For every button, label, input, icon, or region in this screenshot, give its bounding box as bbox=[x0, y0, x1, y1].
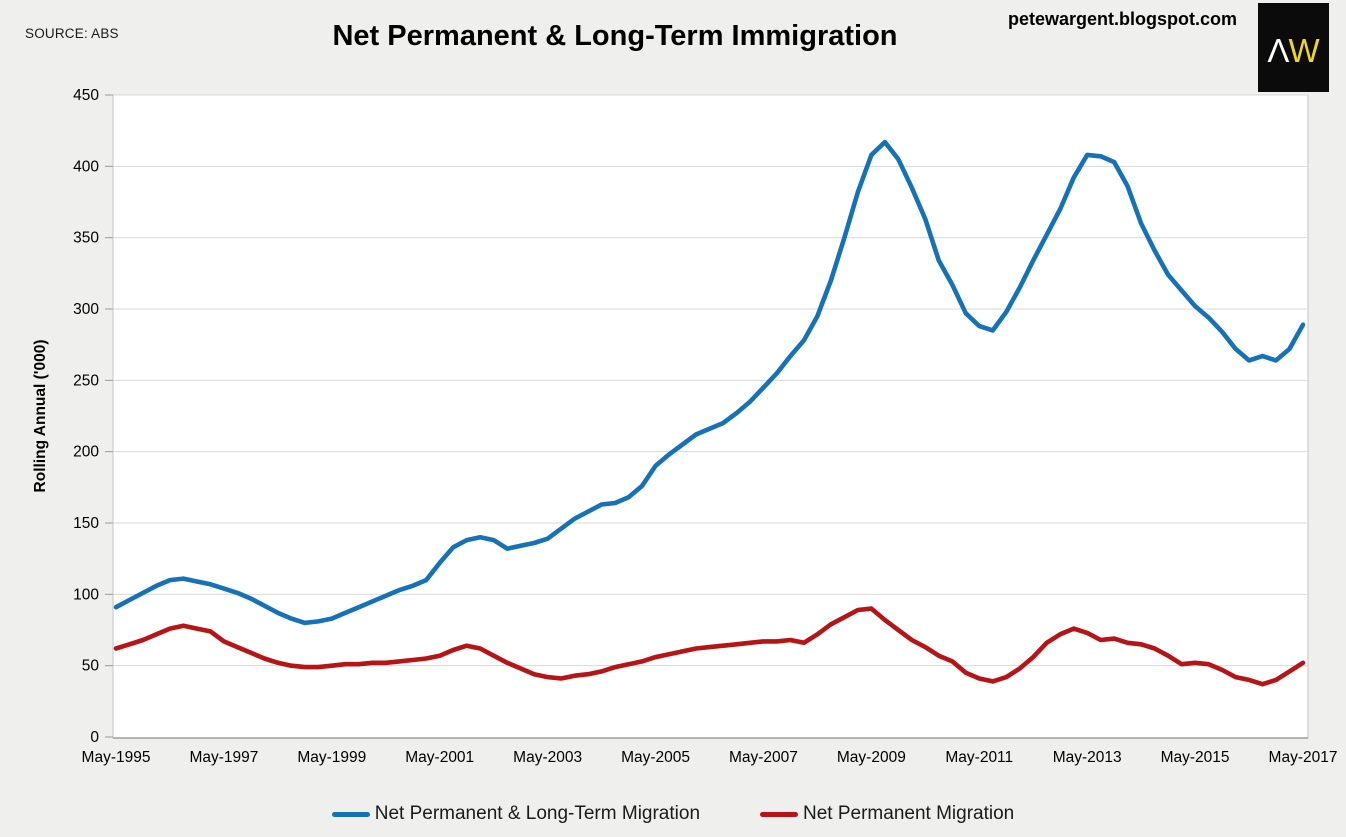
y-tick-label: 0 bbox=[90, 729, 99, 746]
x-tick-label: May-2003 bbox=[513, 749, 582, 766]
series-line-net-permanent bbox=[113, 606, 1306, 687]
x-tick-label: May-2005 bbox=[621, 749, 690, 766]
y-tick-label: 450 bbox=[73, 87, 99, 104]
x-tick-label: May-2013 bbox=[1053, 749, 1122, 766]
y-tick-label: 100 bbox=[73, 586, 99, 603]
logo-letter-a: Λ bbox=[1267, 32, 1290, 69]
site-url: petewargent.blogspot.com bbox=[1007, 9, 1237, 29]
y-tick-label: 250 bbox=[73, 372, 99, 389]
legend-item-long-term: Net Permanent & Long-Term Migration bbox=[331, 803, 701, 825]
y-tick-label: 300 bbox=[73, 301, 99, 318]
legend-label-long-term: Net Permanent & Long-Term Migration bbox=[374, 803, 701, 824]
aw-logo: Λ W bbox=[1258, 3, 1329, 92]
x-tick-label: May-1995 bbox=[82, 749, 151, 766]
x-tick-label: May-2009 bbox=[837, 749, 906, 766]
chart-legend: Net Permanent & Long-Term Migration Net … bbox=[0, 803, 1346, 825]
y-tick-label: 150 bbox=[73, 515, 99, 532]
y-tick-label: 400 bbox=[73, 158, 99, 175]
y-tick-label: 350 bbox=[73, 230, 99, 247]
series-line-net-permanent-long-term bbox=[113, 139, 1306, 626]
legend-swatch-blue bbox=[331, 811, 370, 817]
x-tick-label: May-2001 bbox=[405, 749, 474, 766]
plot-area bbox=[112, 94, 1309, 739]
legend-swatch-red bbox=[760, 811, 799, 817]
y-tick-label: 50 bbox=[82, 658, 100, 675]
x-tick-label: May-2017 bbox=[1269, 749, 1338, 766]
x-tick-label: May-2015 bbox=[1161, 749, 1230, 766]
page-title: Net Permanent & Long-Term Immigration bbox=[332, 20, 898, 52]
y-tick-label: 200 bbox=[73, 444, 99, 461]
x-tick-label: May-2007 bbox=[729, 749, 798, 766]
legend-label-permanent: Net Permanent Migration bbox=[803, 803, 1015, 824]
x-tick-label: May-1997 bbox=[189, 749, 258, 766]
y-axis-title: Rolling Annual ('000) bbox=[32, 340, 49, 493]
logo-letter-w: W bbox=[1288, 32, 1320, 69]
x-tick-label: May-1999 bbox=[297, 749, 366, 766]
legend-item-permanent: Net Permanent Migration bbox=[760, 803, 1014, 825]
x-tick-label: May-2011 bbox=[945, 749, 1013, 766]
source-label: SOURCE: ABS bbox=[25, 26, 119, 41]
